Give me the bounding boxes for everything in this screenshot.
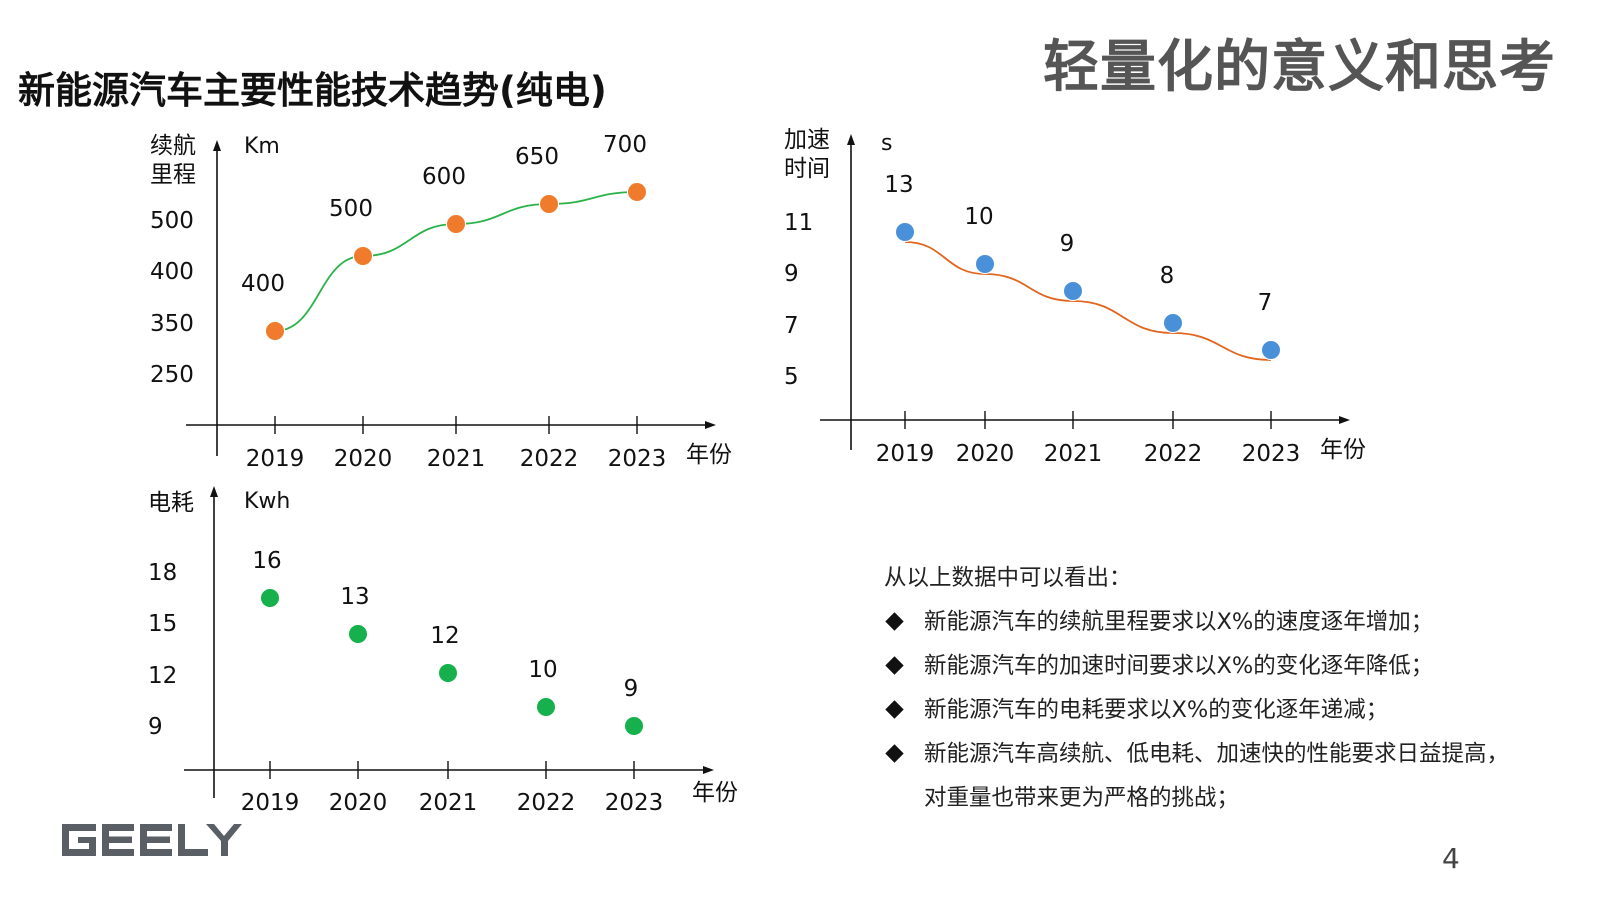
y-axis-unit: s <box>881 131 892 156</box>
y-tick-label: 5 <box>784 364 799 390</box>
y-tick-label: 400 <box>150 259 194 285</box>
data-label: 16 <box>252 548 281 574</box>
y-axis-label: 时间 <box>784 156 830 182</box>
trendline <box>904 241 1272 361</box>
y-axis-arrow-icon <box>213 140 221 151</box>
x-tick-label: 2021 <box>419 790 478 816</box>
x-axis-unit: 年份 <box>686 442 732 468</box>
x-axis-arrow-icon <box>1339 416 1350 424</box>
x-axis-arrow-icon <box>703 766 714 774</box>
x-tick-label: 2019 <box>241 790 300 816</box>
diamond-bullet-icon <box>885 612 904 631</box>
diamond-bullet-icon <box>885 700 904 719</box>
data-point <box>1163 313 1183 333</box>
y-axis-unit: Km <box>244 134 280 159</box>
summary-item: 新能源汽车高续航、低电耗、加速快的性能要求日益提高，对重量也带来更为严格的挑战； <box>884 732 1524 820</box>
data-point <box>895 222 915 242</box>
data-point <box>627 182 647 202</box>
y-tick-label: 250 <box>150 362 194 388</box>
y-tick-label: 350 <box>150 311 194 337</box>
data-label: 700 <box>603 132 647 158</box>
data-point <box>446 214 466 234</box>
data-label: 9 <box>1060 231 1075 257</box>
x-tick-label: 2022 <box>517 790 576 816</box>
y-axis-label: 续航 <box>150 133 196 159</box>
y-tick-label: 9 <box>148 714 163 740</box>
x-axis-unit: 年份 <box>1320 437 1366 463</box>
data-point <box>1063 281 1083 301</box>
x-tick-label: 2020 <box>956 441 1015 467</box>
summary-item: 新能源汽车的续航里程要求以X%的速度逐年增加； <box>884 600 1524 644</box>
data-label: 12 <box>430 623 459 649</box>
x-tick-label: 2023 <box>605 790 664 816</box>
y-tick-label: 500 <box>150 208 194 234</box>
x-tick-label: 2023 <box>608 446 667 472</box>
y-tick-label: 18 <box>148 560 177 586</box>
x-axis-arrow-icon <box>705 421 716 429</box>
x-tick-label: 2020 <box>334 446 393 472</box>
data-point <box>1261 340 1281 360</box>
x-tick-label: 2021 <box>1044 441 1103 467</box>
y-axis-arrow-icon <box>210 486 218 497</box>
x-axis-unit: 年份 <box>692 780 738 806</box>
data-label: 13 <box>340 584 369 610</box>
x-tick-label: 2023 <box>1242 441 1301 467</box>
y-tick-label: 15 <box>148 611 177 637</box>
y-tick-label: 11 <box>784 210 813 236</box>
summary-lead: 从以上数据中可以看出： <box>884 565 1132 591</box>
y-tick-label: 9 <box>784 261 799 287</box>
data-point <box>539 194 559 214</box>
y-tick-label: 7 <box>784 313 799 339</box>
data-point <box>353 246 373 266</box>
data-point <box>348 624 368 644</box>
x-tick-label: 2019 <box>876 441 935 467</box>
data-point <box>438 663 458 683</box>
data-label: 8 <box>1160 263 1175 289</box>
y-axis-arrow-icon <box>847 134 855 145</box>
data-point <box>975 254 995 274</box>
x-tick-label: 2021 <box>427 446 486 472</box>
x-tick-label: 2022 <box>1144 441 1203 467</box>
data-label: 9 <box>624 676 639 702</box>
x-tick-label: 2020 <box>329 790 388 816</box>
diamond-bullet-icon <box>885 744 904 763</box>
summary-panel: 从以上数据中可以看出： 新能源汽车的续航里程要求以X%的速度逐年增加； 新能源汽… <box>884 556 1524 820</box>
page-number: 4 <box>1442 842 1460 875</box>
data-point <box>536 697 556 717</box>
data-label: 650 <box>515 144 559 170</box>
x-tick-label: 2019 <box>246 446 305 472</box>
y-tick-label: 12 <box>148 663 177 689</box>
y-axis-label: 电耗 <box>148 490 194 516</box>
geely-logo <box>62 824 242 856</box>
diamond-bullet-icon <box>885 656 904 675</box>
summary-list: 新能源汽车的续航里程要求以X%的速度逐年增加； 新能源汽车的加速时间要求以X%的… <box>884 600 1524 820</box>
data-label: 10 <box>964 204 993 230</box>
data-label: 10 <box>528 657 557 683</box>
summary-item: 新能源汽车的电耗要求以X%的变化逐年递减； <box>884 688 1524 732</box>
y-axis-unit: Kwh <box>244 489 290 514</box>
data-point <box>260 588 280 608</box>
data-label: 13 <box>884 172 913 198</box>
data-label: 400 <box>241 271 285 297</box>
page-title: 新能源汽车主要性能技术趋势(纯电) <box>18 69 607 112</box>
summary-item: 新能源汽车的加速时间要求以X%的变化逐年降低； <box>884 644 1524 688</box>
data-point <box>265 321 285 341</box>
y-axis-label: 加速 <box>784 127 830 153</box>
data-label: 500 <box>329 196 373 222</box>
trendline <box>274 191 638 332</box>
data-point <box>624 716 644 736</box>
x-tick-label: 2022 <box>520 446 579 472</box>
data-label: 600 <box>422 164 466 190</box>
section-topic: 轻量化的意义和思考 <box>1043 35 1556 100</box>
y-axis-label: 里程 <box>150 162 196 188</box>
data-label: 7 <box>1258 290 1273 316</box>
